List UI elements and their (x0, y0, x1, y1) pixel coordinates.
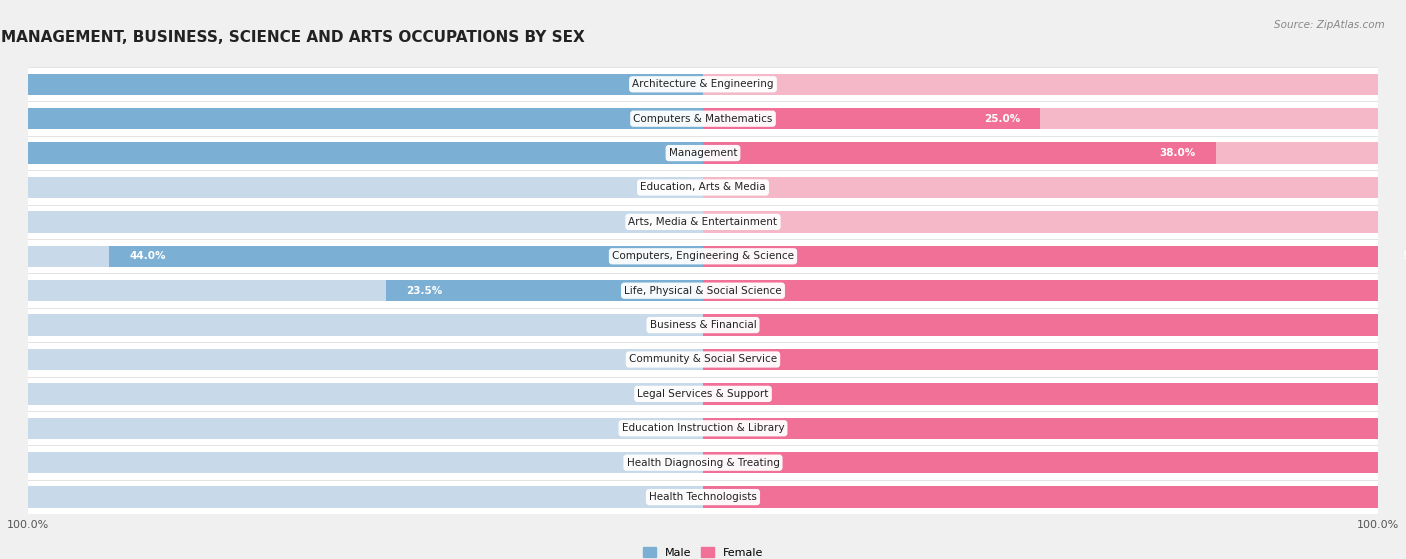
Text: 0.0%: 0.0% (714, 217, 740, 227)
Bar (28, 108, 703, 129)
Legend: Male, Female: Male, Female (638, 543, 768, 559)
Bar (0, 143, 703, 164)
Bar (703, 211, 1378, 233)
Bar (1, 342, 1405, 377)
Bar (1, 480, 1405, 514)
Bar (703, 108, 1378, 129)
Bar (703, 280, 1406, 301)
Bar (703, 280, 1378, 301)
Text: 0.0%: 0.0% (666, 182, 692, 192)
Bar (1, 446, 1405, 480)
Bar (703, 74, 1378, 95)
Text: Health Technologists: Health Technologists (650, 492, 756, 502)
Bar (1, 67, 1405, 102)
Text: 23.5%: 23.5% (406, 286, 443, 296)
Bar (703, 452, 1378, 473)
Bar (703, 349, 1406, 370)
Bar (1, 239, 1405, 273)
Bar (0, 74, 703, 95)
Bar (1, 273, 1405, 308)
Bar (703, 486, 1406, 508)
Bar (703, 314, 1406, 336)
Bar (703, 349, 1378, 370)
Text: 0.0%: 0.0% (666, 320, 692, 330)
Bar (1, 377, 1405, 411)
Bar (703, 383, 1378, 405)
Bar (703, 143, 1216, 164)
Bar (0, 108, 703, 129)
Bar (1, 411, 1405, 446)
Text: 0.0%: 0.0% (714, 182, 740, 192)
Text: Source: ZipAtlas.com: Source: ZipAtlas.com (1274, 20, 1385, 30)
Text: Management: Management (669, 148, 737, 158)
Bar (28, 349, 703, 370)
Bar (28, 418, 703, 439)
Bar (28, 74, 703, 95)
Bar (703, 245, 1406, 267)
Bar (1, 308, 1405, 342)
Bar (703, 418, 1406, 439)
Text: Arts, Media & Entertainment: Arts, Media & Entertainment (628, 217, 778, 227)
Text: 0.0%: 0.0% (666, 389, 692, 399)
Bar (385, 280, 703, 301)
Text: Education, Arts & Media: Education, Arts & Media (640, 182, 766, 192)
Text: 0.0%: 0.0% (714, 79, 740, 89)
Bar (28, 486, 703, 508)
Text: Architecture & Engineering: Architecture & Engineering (633, 79, 773, 89)
Text: Education Instruction & Library: Education Instruction & Library (621, 423, 785, 433)
Bar (1, 136, 1405, 170)
Text: 0.0%: 0.0% (666, 458, 692, 468)
Text: 56.0%: 56.0% (1402, 252, 1406, 261)
Text: 25.0%: 25.0% (984, 113, 1021, 124)
Bar (28, 314, 703, 336)
Bar (28, 383, 703, 405)
Text: Computers & Mathematics: Computers & Mathematics (633, 113, 773, 124)
Bar (703, 245, 1378, 267)
Text: Life, Physical & Social Science: Life, Physical & Social Science (624, 286, 782, 296)
Bar (28, 452, 703, 473)
Bar (703, 143, 1378, 164)
Text: 0.0%: 0.0% (666, 354, 692, 364)
Text: Health Diagnosing & Treating: Health Diagnosing & Treating (627, 458, 779, 468)
Bar (28, 280, 703, 301)
Bar (703, 383, 1406, 405)
Bar (28, 245, 703, 267)
Text: 44.0%: 44.0% (129, 252, 166, 261)
Bar (28, 143, 703, 164)
Text: Legal Services & Support: Legal Services & Support (637, 389, 769, 399)
Bar (703, 177, 1378, 198)
Text: MANAGEMENT, BUSINESS, SCIENCE AND ARTS OCCUPATIONS BY SEX: MANAGEMENT, BUSINESS, SCIENCE AND ARTS O… (1, 30, 585, 45)
Text: 0.0%: 0.0% (666, 217, 692, 227)
Bar (28, 211, 703, 233)
Bar (703, 314, 1378, 336)
Text: Business & Financial: Business & Financial (650, 320, 756, 330)
Bar (703, 418, 1378, 439)
Text: Community & Social Service: Community & Social Service (628, 354, 778, 364)
Bar (1, 205, 1405, 239)
Text: 38.0%: 38.0% (1160, 148, 1195, 158)
Text: Computers, Engineering & Science: Computers, Engineering & Science (612, 252, 794, 261)
Text: 0.0%: 0.0% (666, 423, 692, 433)
Bar (110, 245, 703, 267)
Bar (1, 170, 1405, 205)
Bar (703, 108, 1040, 129)
Bar (1, 102, 1405, 136)
Bar (703, 486, 1378, 508)
Bar (703, 452, 1406, 473)
Text: 0.0%: 0.0% (666, 492, 692, 502)
Bar (28, 177, 703, 198)
